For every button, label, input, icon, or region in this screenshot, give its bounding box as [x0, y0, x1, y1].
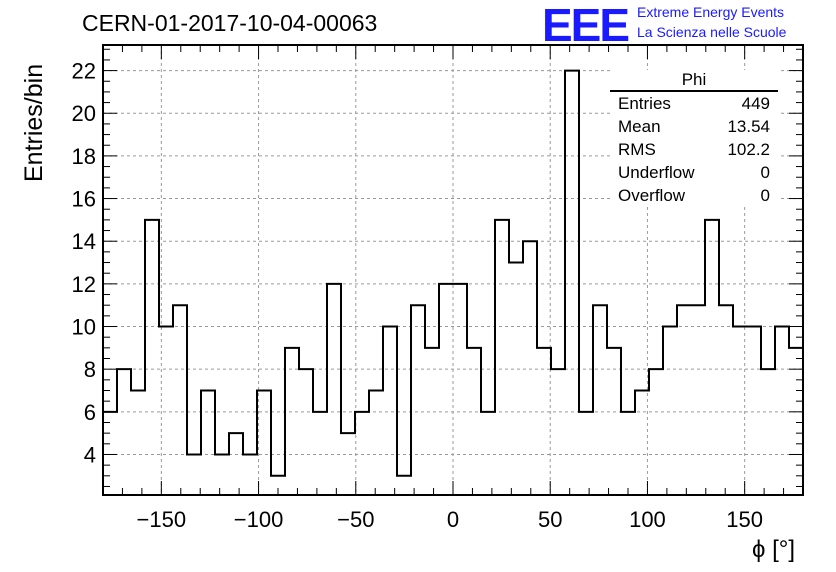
y-tick-label: 20: [72, 101, 96, 126]
y-tick-label: 10: [72, 315, 96, 340]
run-title: CERN-01-2017-10-04-00063: [82, 10, 378, 36]
stats-row: Underflow 0: [610, 161, 778, 184]
stats-value: 0: [760, 163, 770, 182]
x-tick-label: 0: [447, 507, 459, 532]
stats-row: Overflow 0: [610, 184, 778, 207]
histogram-bin: [691, 305, 705, 495]
stats-label: Entries: [618, 94, 671, 113]
stats-box: Phi Entries 449 Mean 13.54 RMS 102.2 Und…: [610, 70, 778, 207]
histogram-bin: [187, 454, 201, 495]
histogram-bin: [383, 327, 397, 495]
histogram-bin: [565, 71, 579, 495]
logo-line-2: La Scienza nelle Scuole: [637, 24, 787, 40]
histogram-bin: [481, 412, 495, 495]
histogram-bin: [201, 390, 215, 495]
histogram-bin: [593, 305, 607, 495]
histogram-bin: [719, 305, 733, 495]
histogram-bin: [425, 348, 439, 495]
y-tick-label: 16: [72, 187, 96, 212]
plot-frame: [102, 44, 804, 496]
x-tick-label: 50: [538, 507, 562, 532]
y-axis-label: Entries/bin: [20, 63, 48, 182]
histogram-bin: [327, 284, 341, 495]
eee-logo: EEE: [542, 0, 630, 51]
histogram-bin: [663, 327, 677, 495]
stats-value: 13.54: [727, 117, 770, 136]
x-tick-label: −50: [337, 507, 374, 532]
histogram-bin: [117, 369, 131, 495]
histogram-bin: [733, 327, 747, 495]
histogram-bin: [313, 412, 327, 495]
stats-value: 449: [741, 94, 770, 113]
histogram-bin: [495, 220, 509, 495]
histogram-bin: [173, 305, 187, 495]
histogram-bin: [229, 433, 243, 495]
stats-label: Overflow: [618, 186, 686, 205]
histogram-bin: [257, 390, 271, 495]
stats-row: Entries 449: [610, 92, 778, 115]
histogram-bin: [145, 220, 159, 495]
histogram-bin: [705, 220, 719, 495]
histogram-bin: [131, 390, 145, 495]
histogram-bin: [621, 412, 635, 495]
histogram-bin: [523, 241, 537, 495]
stats-label: RMS: [618, 140, 656, 159]
histogram-bin: [243, 454, 257, 495]
histogram-bin: [103, 412, 117, 495]
histogram-bin: [677, 305, 691, 495]
histogram-bin: [747, 327, 761, 495]
y-tick-label: 6: [84, 400, 96, 425]
x-tick-label: 100: [629, 507, 666, 532]
y-tick-label: 18: [72, 144, 96, 169]
stats-value: 102.2: [727, 140, 770, 159]
y-tick-label: 14: [72, 229, 96, 254]
y-tick-label: 12: [72, 272, 96, 297]
histogram-bin: [775, 327, 789, 495]
histogram-bin: [761, 369, 775, 495]
histogram-bin: [397, 476, 411, 495]
histogram-bin: [271, 476, 285, 495]
histogram-bin: [509, 263, 523, 495]
histogram-bin: [649, 369, 663, 495]
stats-row: Mean 13.54: [610, 115, 778, 138]
histogram-bin: [467, 348, 481, 495]
histogram-bin: [215, 454, 229, 495]
histogram-bin: [607, 348, 621, 495]
y-tick-label: 4: [84, 442, 96, 467]
x-tick-label: −100: [234, 507, 284, 532]
histogram-bin: [789, 348, 803, 495]
histogram-bin: [579, 412, 593, 495]
stats-title: Phi: [610, 70, 778, 92]
histogram-bin: [285, 348, 299, 495]
histogram-bin: [411, 305, 425, 495]
stats-label: Underflow: [618, 163, 695, 182]
y-tick-label: 8: [84, 357, 96, 382]
histogram-bin: [159, 327, 173, 495]
histogram-bin: [369, 390, 383, 495]
x-tick-label: 150: [726, 507, 763, 532]
x-axis-label: ϕ [°]: [752, 536, 796, 563]
histogram-bin: [439, 284, 453, 495]
histogram-series: [103, 69, 803, 477]
histogram-bin: [635, 390, 649, 495]
stats-label: Mean: [618, 117, 661, 136]
stats-row: RMS 102.2: [610, 138, 778, 161]
stats-value: 0: [760, 186, 770, 205]
histogram-bin: [341, 433, 355, 495]
x-tick-label: −150: [137, 507, 187, 532]
histogram-bin: [355, 412, 369, 495]
histogram-bin: [551, 369, 565, 495]
histogram-bin: [299, 369, 313, 495]
histogram-bin: [537, 348, 551, 495]
logo-line-1: Extreme Energy Events: [637, 4, 785, 20]
histogram-bin: [453, 284, 467, 495]
y-tick-label: 22: [72, 59, 96, 84]
